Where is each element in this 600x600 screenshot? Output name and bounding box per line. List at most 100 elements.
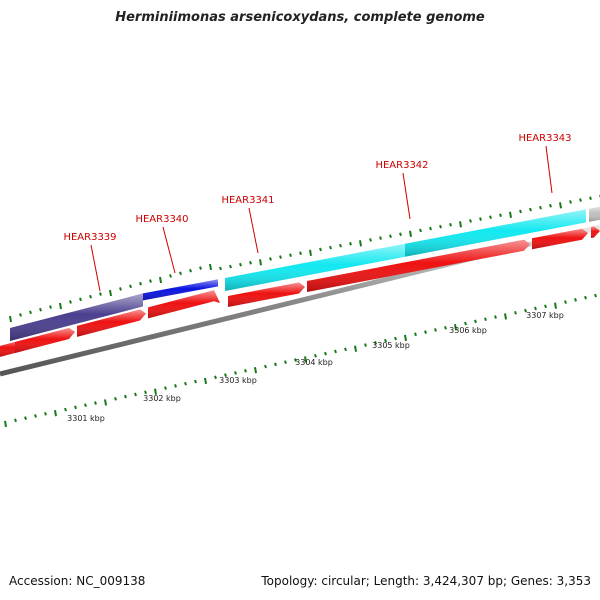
tick-lower xyxy=(74,405,77,410)
tick-lower xyxy=(384,338,387,343)
tick-lower xyxy=(464,321,467,326)
tick-lower xyxy=(434,328,437,332)
tick-upper xyxy=(289,253,292,257)
tick-lower xyxy=(364,343,367,347)
tick-upper xyxy=(439,224,442,229)
tick-upper xyxy=(189,268,192,273)
tick-lower xyxy=(214,375,217,380)
scale-label: 3307 kbp xyxy=(526,311,564,320)
tick-upper xyxy=(89,294,92,299)
tick-lower xyxy=(524,308,527,313)
gene-label-HEAR3343: HEAR3343 xyxy=(518,133,571,144)
tick-upper xyxy=(579,198,582,202)
tick-upper xyxy=(429,226,432,231)
tick-lower xyxy=(244,369,247,373)
tick-lower xyxy=(64,407,67,412)
tick-upper xyxy=(259,259,262,266)
tick-lower xyxy=(184,381,187,386)
tick-upper xyxy=(459,221,462,228)
tick-upper xyxy=(199,266,202,270)
tick-upper xyxy=(529,207,532,212)
gene-label-HEAR3340: HEAR3340 xyxy=(135,214,188,225)
gene-features xyxy=(10,206,600,341)
tick-upper xyxy=(79,297,82,302)
tick-lower xyxy=(54,410,57,417)
cds-arrow xyxy=(148,290,220,319)
tick-upper xyxy=(179,271,182,276)
cds-arrow xyxy=(307,239,530,292)
tick-lower xyxy=(494,315,497,319)
tick-lower xyxy=(254,367,257,374)
tick-lower xyxy=(264,364,267,369)
gene-HEAR3343 xyxy=(589,206,600,222)
tick-upper xyxy=(99,292,102,296)
tick-upper xyxy=(229,264,232,269)
tick-upper xyxy=(489,215,492,219)
tick-upper xyxy=(39,307,42,312)
tick-lower xyxy=(484,317,487,322)
tick-upper xyxy=(399,232,402,237)
tick-lower xyxy=(394,336,397,341)
gene-labels: HEAR3339 HEAR3340 HEAR3341 HEAR3342 HEAR3343 xyxy=(63,133,572,292)
gene-HEAR3342 xyxy=(405,209,586,257)
tick-upper xyxy=(409,230,412,238)
tick-lower xyxy=(424,330,427,334)
tick-upper xyxy=(309,249,312,257)
cds-features xyxy=(0,226,600,357)
cds-arrow xyxy=(591,226,600,239)
tick-lower xyxy=(334,349,337,354)
tick-upper xyxy=(539,205,542,210)
tick-upper xyxy=(19,313,22,317)
tick-upper xyxy=(219,266,222,271)
tick-lower xyxy=(194,379,197,384)
gene-HEAR3339 xyxy=(10,293,143,341)
tick-upper xyxy=(499,213,502,218)
tick-lower xyxy=(224,373,227,377)
gene-label-HEAR3342: HEAR3342 xyxy=(375,160,428,171)
gene-label-HEAR3341: HEAR3341 xyxy=(221,195,274,206)
tick-lower xyxy=(124,394,127,399)
cds-arrow xyxy=(15,327,75,353)
tick-upper xyxy=(159,276,162,284)
tick-upper xyxy=(479,217,482,221)
tick-lower xyxy=(94,401,97,405)
tick-upper xyxy=(509,211,512,219)
tick-lower xyxy=(154,388,157,395)
tick-upper xyxy=(559,202,562,209)
tick-upper xyxy=(129,284,132,289)
map-title: Herminiimonas arsenicoxydans, complete g… xyxy=(115,10,485,25)
tick-upper xyxy=(379,236,382,240)
scale-label: 3306 kbp xyxy=(449,326,487,335)
tick-lower xyxy=(134,392,137,397)
tick-lower xyxy=(404,334,407,342)
tick-upper xyxy=(119,287,122,291)
gene-HEAR3339-shade xyxy=(10,293,143,341)
tick-upper xyxy=(329,245,332,250)
gene-leader-line xyxy=(248,207,259,254)
tick-lower xyxy=(414,332,417,337)
tick-upper xyxy=(369,238,372,242)
tick-upper xyxy=(299,251,302,256)
tick-upper xyxy=(249,260,252,265)
cds-arrow-shade xyxy=(77,309,146,337)
tick-upper xyxy=(519,209,522,214)
tick-lower xyxy=(564,300,567,304)
tick-upper xyxy=(239,262,242,267)
cds-arrow-shade xyxy=(307,239,530,292)
tick-lower xyxy=(444,326,447,330)
gene-HEAR3343-shade xyxy=(589,206,600,222)
tick-lower xyxy=(204,377,207,385)
tick-upper xyxy=(339,243,342,248)
gene-HEAR3342-shade xyxy=(405,209,586,257)
gene-leader-line xyxy=(545,145,553,194)
tick-lower xyxy=(544,304,547,309)
tick-upper xyxy=(149,279,152,283)
tick-lower xyxy=(574,298,577,302)
tick-lower xyxy=(24,416,27,420)
tick-upper xyxy=(169,274,172,278)
scale-label: 3305 kbp xyxy=(372,341,410,350)
accession-text: Accession: NC_009138 xyxy=(9,574,146,588)
tick-lower xyxy=(284,360,287,365)
gene-leader-line xyxy=(162,226,176,274)
